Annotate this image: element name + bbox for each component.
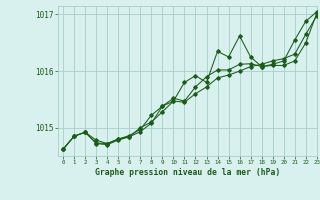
X-axis label: Graphe pression niveau de la mer (hPa): Graphe pression niveau de la mer (hPa) [95,168,280,177]
